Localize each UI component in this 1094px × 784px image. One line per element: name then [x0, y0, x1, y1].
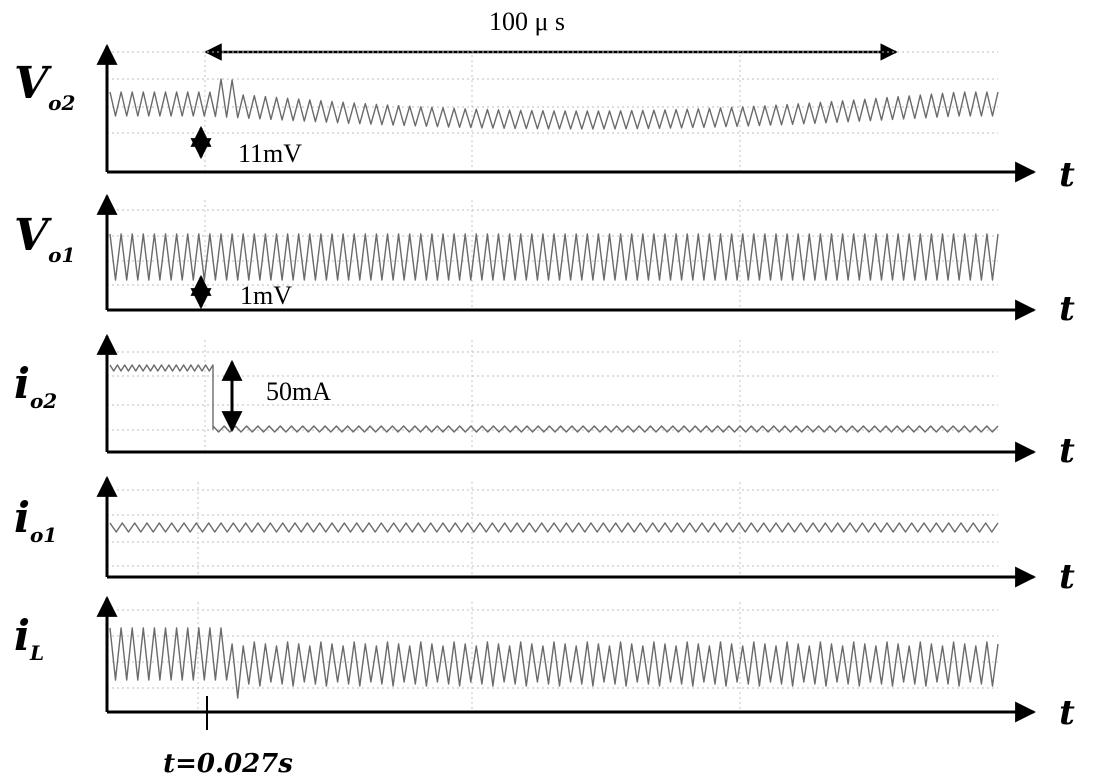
panel-il: t iL: [14, 595, 1075, 733]
x-axis-label: t: [1059, 155, 1075, 195]
x-axis-label: t: [1059, 557, 1075, 597]
duration-annotation: 100 μ s: [204, 7, 898, 61]
x-axis-label: t: [1059, 431, 1075, 471]
series-label: iL: [14, 611, 44, 665]
panel-io2: t io2 50mA: [14, 333, 1075, 471]
x-axis-label: t: [1059, 289, 1075, 329]
panels: t Vo2 11mV t Vo1 1mV t io2 50mA t io1 t iL: [14, 43, 1075, 733]
amplitude-label: 50mA: [266, 377, 331, 406]
series-line-vo1: [109, 233, 999, 281]
step-marker: t=0.027s: [163, 696, 293, 779]
series-line-il: [109, 627, 999, 699]
duration-label: 100 μ s: [489, 7, 565, 36]
panel-io1: t io1: [14, 475, 1075, 597]
series-line-io1: [109, 522, 999, 533]
series-line-io2: [109, 364, 999, 433]
panel-vo1: t Vo1 1mV: [14, 193, 1075, 329]
series-label: io2: [14, 359, 57, 413]
panel-vo2: t Vo2 11mV: [14, 43, 1075, 195]
series-label: Vo2: [14, 58, 75, 115]
step-marker-label: t=0.027s: [163, 749, 293, 779]
amplitude-label: 11mV: [238, 139, 302, 168]
x-axis-label: t: [1059, 693, 1075, 733]
amplitude-label: 1mV: [240, 281, 292, 310]
series-label: io1: [14, 493, 57, 547]
series-label: Vo1: [14, 210, 75, 267]
series-line-vo2: [109, 78, 999, 130]
